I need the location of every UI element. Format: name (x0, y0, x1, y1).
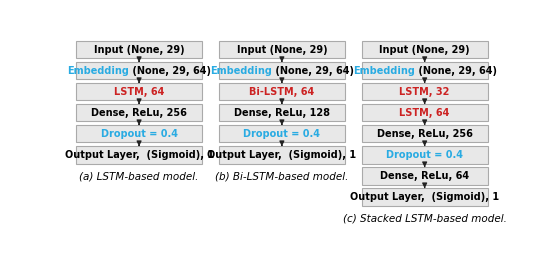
Text: Output Layer,  (Sigmoid), 1: Output Layer, (Sigmoid), 1 (207, 150, 356, 160)
Text: Input (None, 29): Input (None, 29) (236, 45, 327, 55)
Text: Dropout = 0.4: Dropout = 0.4 (386, 150, 463, 160)
FancyBboxPatch shape (362, 62, 487, 79)
FancyBboxPatch shape (219, 62, 345, 79)
FancyBboxPatch shape (362, 146, 487, 164)
Text: Embedding: Embedding (210, 66, 272, 76)
FancyBboxPatch shape (76, 62, 202, 79)
FancyBboxPatch shape (219, 104, 345, 121)
Text: LSTM, 32: LSTM, 32 (399, 87, 450, 97)
Text: Dropout = 0.4: Dropout = 0.4 (101, 129, 178, 139)
Text: (None, 29, 64): (None, 29, 64) (415, 66, 497, 76)
FancyBboxPatch shape (362, 41, 487, 58)
Text: Dense, ReLu, 128: Dense, ReLu, 128 (234, 108, 330, 118)
FancyBboxPatch shape (362, 104, 487, 121)
FancyBboxPatch shape (76, 41, 202, 58)
Text: LSTM, 64: LSTM, 64 (114, 87, 164, 97)
Text: (b) Bi-LSTM-based model.: (b) Bi-LSTM-based model. (215, 172, 349, 182)
FancyBboxPatch shape (76, 104, 202, 121)
Text: (c) Stacked LSTM-based model.: (c) Stacked LSTM-based model. (343, 214, 507, 224)
Text: Dense, ReLu, 64: Dense, ReLu, 64 (380, 171, 469, 181)
Text: Dropout = 0.4: Dropout = 0.4 (243, 129, 320, 139)
Text: Input (None, 29): Input (None, 29) (94, 45, 184, 55)
FancyBboxPatch shape (76, 83, 202, 100)
FancyBboxPatch shape (362, 83, 487, 100)
FancyBboxPatch shape (219, 146, 345, 164)
FancyBboxPatch shape (362, 125, 487, 143)
Text: Embedding: Embedding (353, 66, 415, 76)
FancyBboxPatch shape (219, 41, 345, 58)
Text: Bi-LSTM, 64: Bi-LSTM, 64 (249, 87, 315, 97)
Text: (a) LSTM-based model.: (a) LSTM-based model. (79, 172, 199, 182)
Text: Input (None, 29): Input (None, 29) (379, 45, 470, 55)
FancyBboxPatch shape (76, 146, 202, 164)
FancyBboxPatch shape (219, 125, 345, 143)
Text: Dense, ReLu, 256: Dense, ReLu, 256 (377, 129, 472, 139)
FancyBboxPatch shape (219, 83, 345, 100)
FancyBboxPatch shape (76, 125, 202, 143)
Text: Output Layer,  (Sigmoid), 1: Output Layer, (Sigmoid), 1 (350, 192, 499, 202)
Text: (None, 29, 64): (None, 29, 64) (272, 66, 354, 76)
Text: Embedding: Embedding (67, 66, 129, 76)
Text: Dense, ReLu, 256: Dense, ReLu, 256 (91, 108, 187, 118)
FancyBboxPatch shape (362, 188, 487, 206)
Text: Output Layer,  (Sigmoid), 1: Output Layer, (Sigmoid), 1 (64, 150, 213, 160)
Text: LSTM, 64: LSTM, 64 (399, 108, 450, 118)
FancyBboxPatch shape (362, 167, 487, 185)
Text: (None, 29, 64): (None, 29, 64) (129, 66, 211, 76)
